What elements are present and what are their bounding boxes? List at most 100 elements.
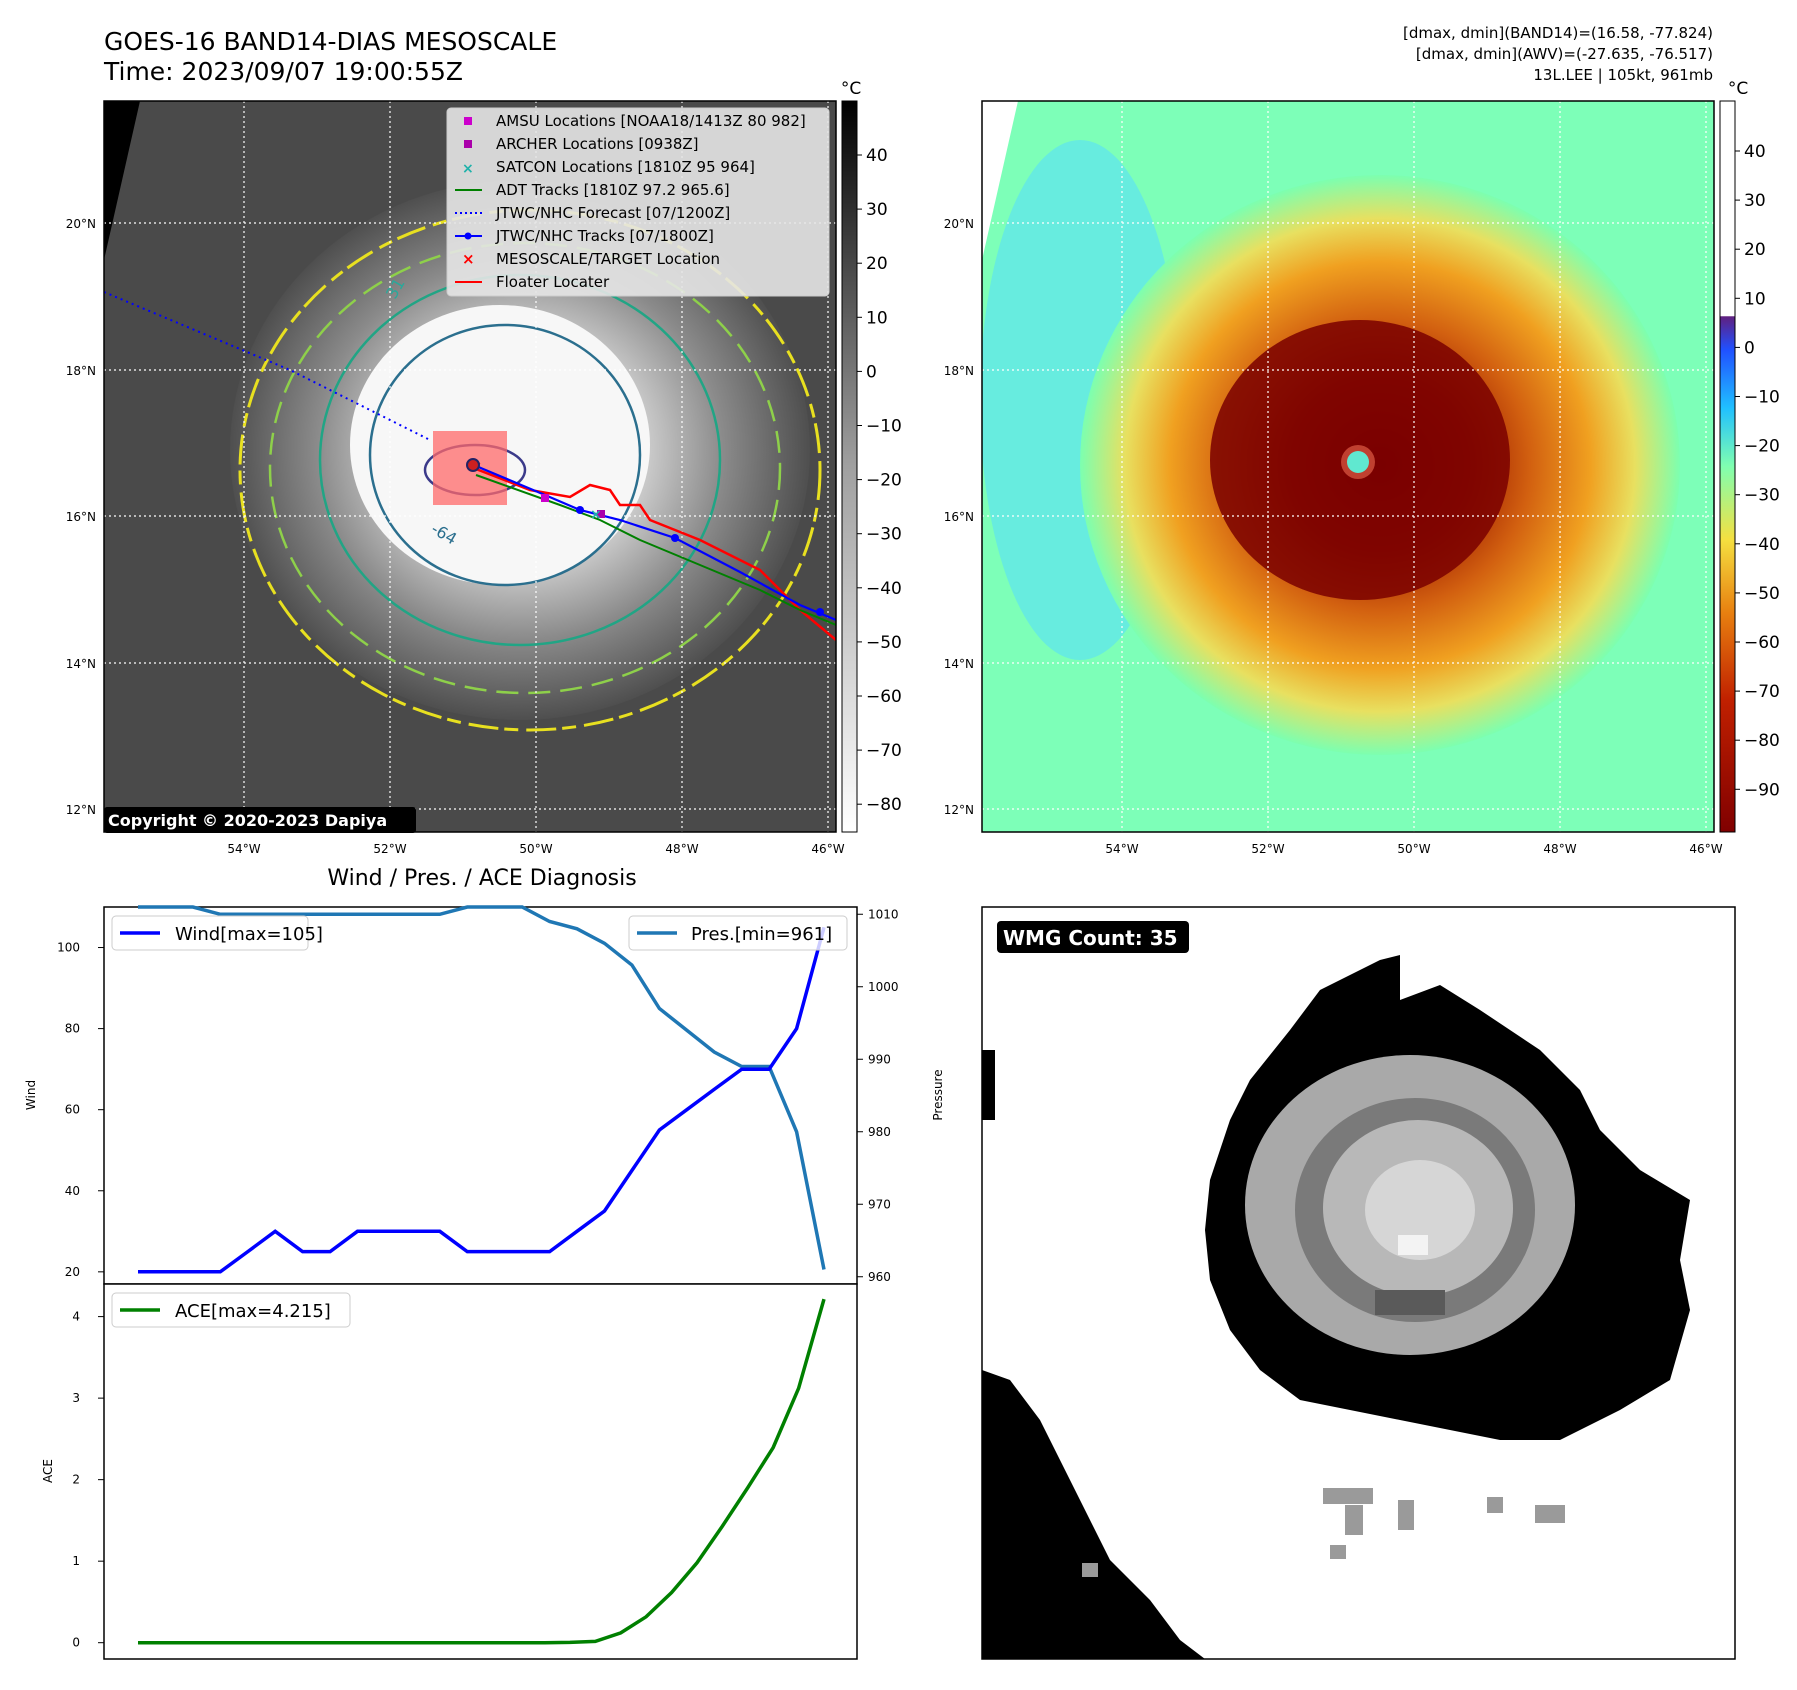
left-colorbar-ticks: 40 30 20 10 0 −10 −20 −30 −40 −50 −60 −70 −80 — [857, 146, 902, 815]
adt-track — [475, 474, 836, 626]
left-map-frame — [103, 100, 837, 833]
left-lat-labels: 20°N 18°N 16°N 14°N 12°N — [66, 217, 96, 817]
axis-tick-label: 990 — [868, 1052, 891, 1066]
lon-label: 48°W — [665, 842, 698, 856]
colorbar-tick-label: −70 — [1744, 682, 1780, 702]
right-lon-labels: 54°W 52°W 50°W 48°W 46°W — [1105, 842, 1722, 856]
nhc-track-point — [671, 534, 679, 542]
colorbar-tick-label: −60 — [866, 687, 902, 707]
legend-archer-label: ARCHER Locations [0938Z] — [496, 135, 699, 153]
lon-label: 54°W — [1105, 842, 1138, 856]
colorbar-tick-label: 0 — [866, 362, 877, 382]
right-header-line1: [dmax, dmin](BAND14)=(16.58, -77.824) — [1403, 24, 1713, 42]
lon-label: 54°W — [227, 842, 260, 856]
wmg-left-edge-black — [982, 1050, 995, 1120]
lon-label: 48°W — [1543, 842, 1576, 856]
colorbar-tick-label: −80 — [1744, 731, 1780, 751]
contour-blue-inner — [368, 323, 642, 587]
lon-label: 50°W — [519, 842, 552, 856]
ace-axis-ticks: 0 1 2 3 4 — [72, 1310, 104, 1650]
legend-adt-label: ADT Tracks [1810Z 97.2 965.6] — [496, 181, 730, 199]
lon-label: 50°W — [1397, 842, 1430, 856]
legend-nhc-dot — [464, 232, 472, 240]
axis-tick-label: 60 — [65, 1103, 80, 1117]
axis-tick-label: 20 — [65, 1265, 80, 1279]
legend-satcon-label: SATCON Locations [1810Z 95 964] — [496, 158, 755, 176]
right-colorbar-ticks: 40 30 20 10 0 −10 −20 −30 −40 −50 −60 −70 −80 −90 — [1735, 142, 1780, 800]
wind-legend: Wind[max=105] — [111, 915, 323, 951]
axis-tick-label: 4 — [72, 1310, 80, 1324]
wmg-lower-left-black — [982, 1370, 1205, 1659]
colorbar-tick-label: −10 — [1744, 388, 1780, 408]
colorbar-tick-label: 20 — [866, 254, 888, 274]
figure-title: GOES-16 BAND14-DIAS MESOSCALE — [104, 27, 557, 56]
colorbar-tick-label: −70 — [866, 741, 902, 761]
jtwc-forecast-track — [104, 291, 431, 441]
colorbar-tick-label: 30 — [866, 200, 888, 220]
pressure-axis-ticks: 960 970 980 990 1000 1010 — [857, 907, 899, 1284]
pressure-legend: Pres.[min=961] — [628, 915, 848, 951]
axis-tick-label: 1 — [72, 1554, 80, 1568]
axis-tick-label: 3 — [72, 1391, 80, 1405]
copyright-box — [104, 807, 416, 833]
copyright-text: Copyright © 2020-2023 Dapiya — [108, 811, 387, 830]
amsu-marker — [541, 494, 549, 502]
nhc-track — [475, 464, 836, 622]
pressure-series-line — [138, 905, 826, 1270]
lat-label: 16°N — [66, 510, 96, 524]
colorbar-tick-label: 40 — [866, 146, 888, 166]
lat-label: 14°N — [66, 657, 96, 671]
wmg-fragments — [1082, 1488, 1565, 1577]
lat-label: 14°N — [944, 657, 974, 671]
colorbar-tick-label: −30 — [1744, 486, 1780, 506]
wind-legend-label: Wind[max=105] — [175, 924, 323, 945]
colorbar-tick-label: 0 — [1744, 338, 1755, 358]
colorbar-tick-label: −20 — [1744, 437, 1780, 457]
left-colorbar — [841, 100, 858, 833]
figure-time: Time: 2023/09/07 19:00:55Z — [103, 57, 463, 86]
diagnosis-title: Wind / Pres. / ACE Diagnosis — [327, 866, 636, 891]
lat-label: 18°N — [944, 364, 974, 378]
lon-label: 46°W — [1689, 842, 1722, 856]
wind-axis-ticks: 20 40 60 80 100 — [57, 941, 104, 1279]
wmg-panel: WMG Count: 35 — [981, 906, 1736, 1660]
wmg-count-box — [997, 921, 1189, 953]
ace-legend-label: ACE[max=4.215] — [175, 1301, 331, 1322]
right-header-line3: 13L.LEE | 105kt, 961mb — [1533, 66, 1713, 84]
right-map-frame — [981, 100, 1715, 833]
left-lon-labels: 54°W 52°W 50°W 48°W 46°W — [227, 842, 844, 856]
right-lat-labels: 20°N 18°N 16°N 14°N 12°N — [944, 217, 974, 817]
legend-floater-label: Floater Locater — [496, 273, 610, 291]
legend-archer-marker — [464, 140, 472, 148]
axis-tick-label: 970 — [868, 1197, 891, 1211]
wind-pressure-panel — [103, 906, 858, 1285]
right-map-gridlines — [982, 101, 1714, 832]
colorbar-tick-label: 10 — [866, 308, 888, 328]
lat-label: 18°N — [66, 364, 96, 378]
colorbar-tick-label: −50 — [866, 633, 902, 653]
axis-tick-label: 80 — [65, 1022, 80, 1036]
colorbar-tick-label: −50 — [1744, 584, 1780, 604]
satcon-marker: × — [590, 507, 602, 523]
ace-series-line — [138, 1298, 826, 1645]
colorbar-tick-label: 10 — [1744, 289, 1766, 309]
colorbar-tick-label: −40 — [1744, 535, 1780, 555]
left-colorbar-unit: °C — [841, 79, 861, 99]
lat-label: 20°N — [66, 217, 96, 231]
colorbar-tick-label: 30 — [1744, 191, 1766, 211]
right-colorbar — [1719, 100, 1736, 833]
lon-label: 46°W — [811, 842, 844, 856]
colorbar-tick-label: −20 — [866, 471, 902, 491]
legend-amsu-marker — [464, 117, 472, 125]
lat-label: 12°N — [944, 803, 974, 817]
legend-target-marker: × — [462, 250, 475, 268]
axis-tick-label: 40 — [65, 1184, 80, 1198]
pressure-legend-label: Pres.[min=961] — [691, 924, 832, 945]
wind-series-line — [138, 926, 826, 1274]
lat-label: 16°N — [944, 510, 974, 524]
left-map-legend: × × AMSU Locations [NOAA18/1413Z 80 982]… — [446, 107, 830, 297]
ace-axis-label: ACE — [41, 1459, 55, 1483]
ace-panel — [103, 1283, 858, 1660]
colorbar-tick-label: −60 — [1744, 633, 1780, 653]
